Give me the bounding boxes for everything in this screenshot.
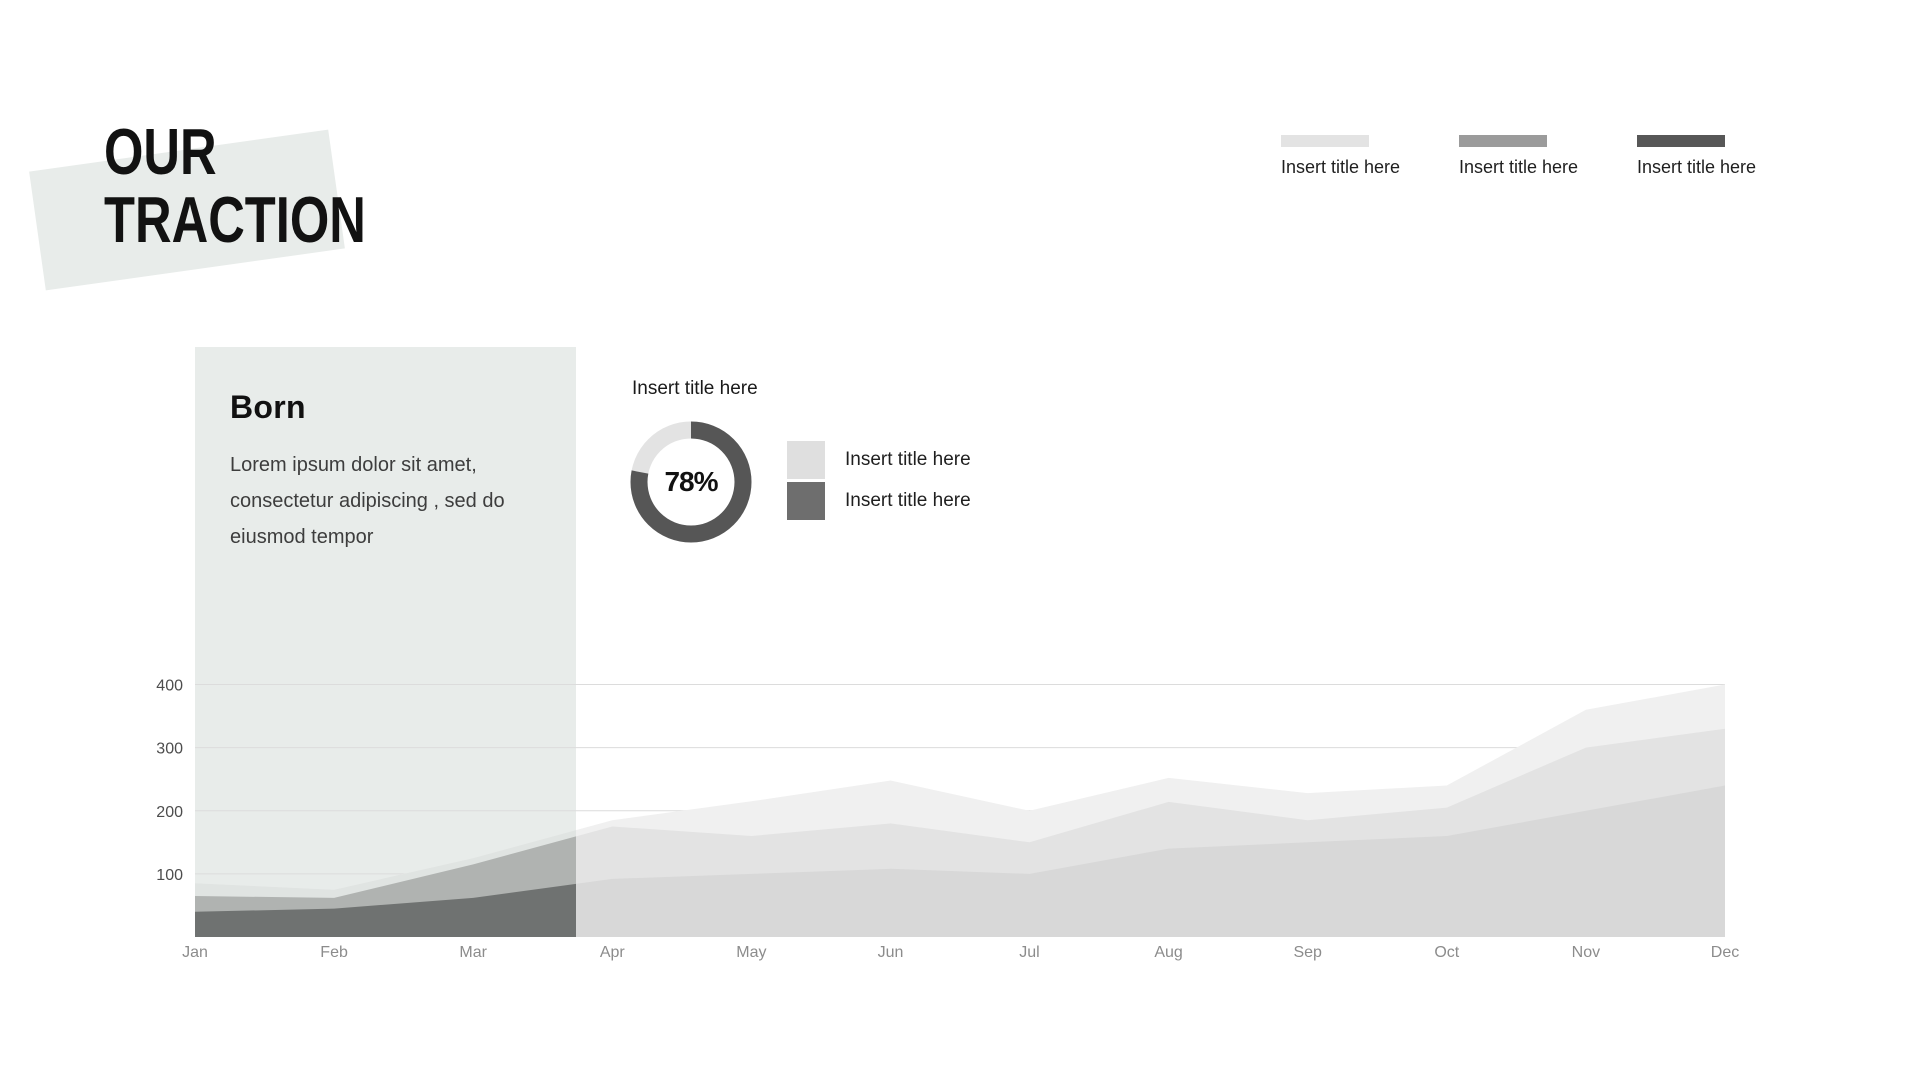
donut-legend-label: Insert title here bbox=[845, 449, 971, 470]
x-tick-label: May bbox=[736, 944, 766, 961]
highlight-panel: Born Lorem ipsum dolor sit amet, consect… bbox=[195, 347, 576, 937]
donut-title: Insert title here bbox=[632, 378, 758, 399]
donut-legend-label: Insert title here bbox=[845, 490, 971, 511]
y-tick-label: 100 bbox=[156, 867, 183, 884]
legend-label: Insert title here bbox=[1281, 157, 1401, 177]
x-tick-label: Sep bbox=[1293, 944, 1322, 961]
x-tick-label: Dec bbox=[1711, 944, 1739, 961]
legend-swatch-medium bbox=[1459, 135, 1547, 147]
page-title-line2: TRACTION bbox=[104, 183, 366, 256]
x-tick-label: Aug bbox=[1154, 944, 1182, 961]
legend-item: Insert title here bbox=[1637, 135, 1775, 178]
donut-svg bbox=[630, 421, 752, 543]
donut-legend-swatch-dark bbox=[787, 482, 825, 520]
x-tick-label: Mar bbox=[459, 944, 487, 961]
legend-label: Insert title here bbox=[1459, 157, 1579, 177]
panel-body-text: Lorem ipsum dolor sit amet, consectetur … bbox=[230, 454, 505, 548]
y-tick-label: 400 bbox=[156, 678, 183, 695]
x-tick-label: Jul bbox=[1019, 944, 1039, 961]
x-tick-label: Jun bbox=[878, 944, 904, 961]
legend-label: Insert title here bbox=[1637, 157, 1757, 177]
legend-swatch-dark bbox=[1637, 135, 1725, 147]
donut-percent-label: 78% bbox=[664, 466, 718, 497]
donut-legend-swatch-light bbox=[787, 441, 825, 479]
legend-item: Insert title here bbox=[1281, 135, 1419, 178]
panel-heading: Born bbox=[230, 389, 306, 425]
chart-legend: Insert title here Insert title here Inse… bbox=[1281, 135, 1775, 178]
x-tick-label: Nov bbox=[1572, 944, 1600, 961]
donut-legend-item: Insert title here bbox=[787, 441, 971, 479]
x-tick-label: Jan bbox=[182, 944, 208, 961]
x-tick-label: Apr bbox=[600, 944, 626, 961]
x-tick-label: Oct bbox=[1434, 944, 1459, 961]
y-tick-label: 300 bbox=[156, 741, 183, 758]
donut-legend-item: Insert title here bbox=[787, 482, 971, 520]
donut-chart: 78% bbox=[629, 420, 753, 544]
donut-value-arc bbox=[630, 421, 752, 543]
x-tick-label: Feb bbox=[320, 944, 348, 961]
legend-item: Insert title here bbox=[1459, 135, 1597, 178]
page-title: OUR TRACTION bbox=[104, 118, 366, 254]
page-title-line1: OUR bbox=[104, 115, 217, 188]
donut-legend: Insert title here Insert title here bbox=[787, 441, 971, 523]
y-tick-label: 200 bbox=[156, 804, 183, 821]
legend-swatch-light bbox=[1281, 135, 1369, 147]
